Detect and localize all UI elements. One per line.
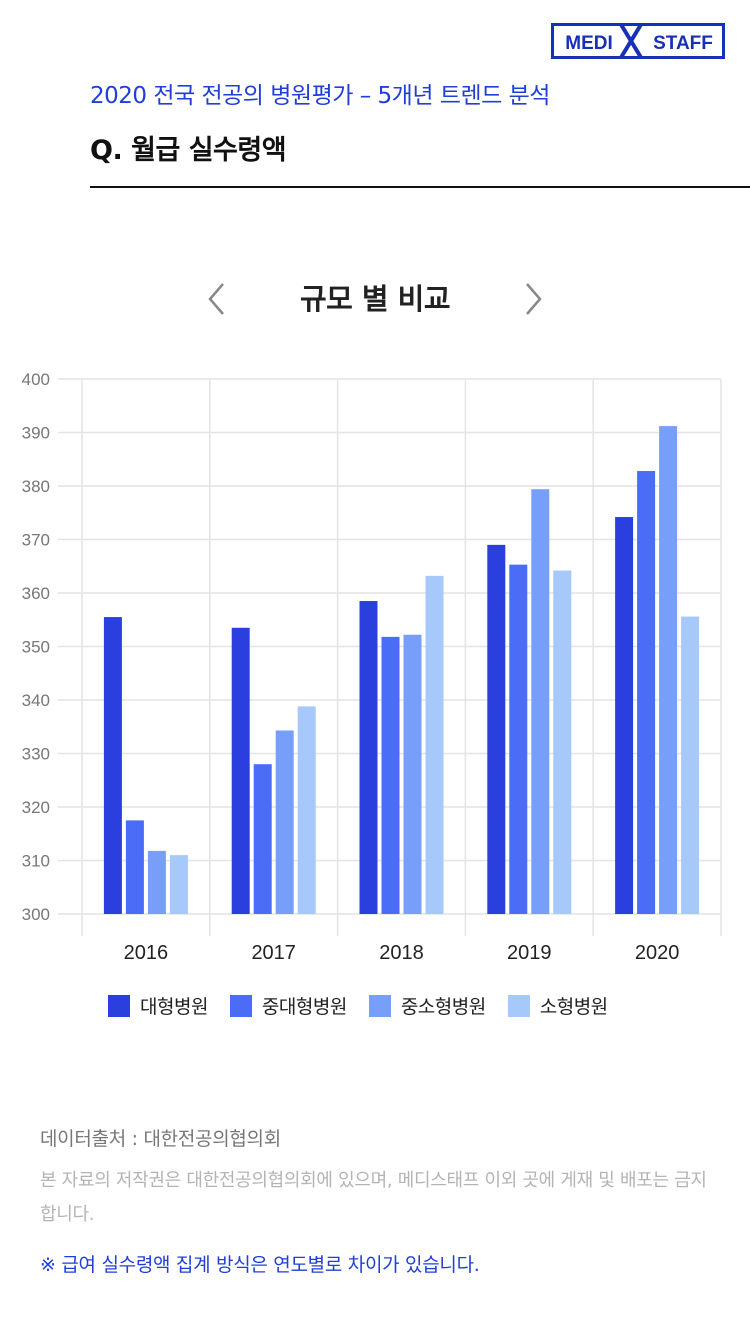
y-tick-label: 400 [22,370,50,389]
y-tick-label: 300 [22,905,50,924]
bar [553,570,572,914]
x-tick-label: 2018 [379,942,424,964]
bar [615,517,634,914]
bar-chart: 300 310 320 330 340 350 360 370 380 390 400 2016 201… [22,370,722,964]
copyright-notice: 본 자료의 저작권은 대한전공의협의회에 있으며, 메디스태프 이외 곳에 게재… [40,1170,707,1225]
bar [231,627,250,914]
bar [487,544,506,914]
bar [297,706,316,914]
x-tick-label: 2017 [251,942,296,964]
bar [425,575,444,914]
bar [637,471,656,914]
chart-legend: 대형병원 중대형병원 중소형병원 소형병원 [108,992,630,1019]
bar [169,855,188,914]
legend-item: 중소형병원 [368,992,486,1019]
chevron-left-icon [208,283,224,315]
bar [509,564,528,914]
medistaff-logo: MEDI STAFF [551,23,725,59]
legend-label: 소형병원 [539,996,608,1018]
bar [125,820,144,914]
legend-item: 소형병원 [507,992,608,1019]
x-tick-label: 2016 [124,942,169,964]
logo-right-text: STAFF [653,33,713,54]
y-tick-label: 380 [22,477,50,496]
bar [681,616,700,914]
footnote: ※ 급여 실수령액 집계 방식은 연도별로 차이가 있습니다. [40,1254,480,1276]
report-subtitle: 2020 전국 전공의 병원평가 – 5개년 트렌드 분석 [90,83,550,109]
legend-label: 대형병원 [140,996,208,1018]
y-tick-label: 360 [22,584,50,603]
bar [403,634,422,914]
legend-swatch [368,994,391,1017]
y-tick-label: 330 [22,745,50,764]
legend-item: 대형병원 [108,992,208,1019]
y-tick-label: 350 [22,638,50,657]
bar [275,730,294,914]
bar [531,489,550,914]
y-tick-label: 320 [22,798,50,817]
legend-item: 중대형병원 [229,992,347,1019]
legend-label: 중대형병원 [261,996,347,1018]
section-title: 규모 별 비교 [299,282,451,316]
logo-left-text: MEDI [565,33,613,54]
bar [381,636,400,914]
bar [253,764,272,914]
header-divider [90,186,750,188]
next-button[interactable] [514,274,554,324]
bar [147,850,166,914]
data-source: 데이터출처 : 대한전공의협의회 [40,1128,281,1150]
y-tick-label: 340 [22,691,50,710]
chevron-right-icon [526,283,542,315]
y-tick-label: 310 [22,852,50,871]
y-tick-label: 390 [22,424,50,443]
legend-swatch [507,994,530,1017]
prev-button[interactable] [196,274,236,324]
legend-label: 중소형병원 [400,996,486,1018]
bar [659,426,678,914]
legend-swatch [108,994,130,1017]
y-tick-label: 370 [22,531,50,550]
x-tick-label: 2020 [635,942,680,964]
legend-swatch [229,994,252,1017]
x-tick-label: 2019 [507,942,552,964]
bar [103,617,122,914]
bar [359,601,378,914]
question-title: Q. 월급 실수령액 [90,135,287,166]
